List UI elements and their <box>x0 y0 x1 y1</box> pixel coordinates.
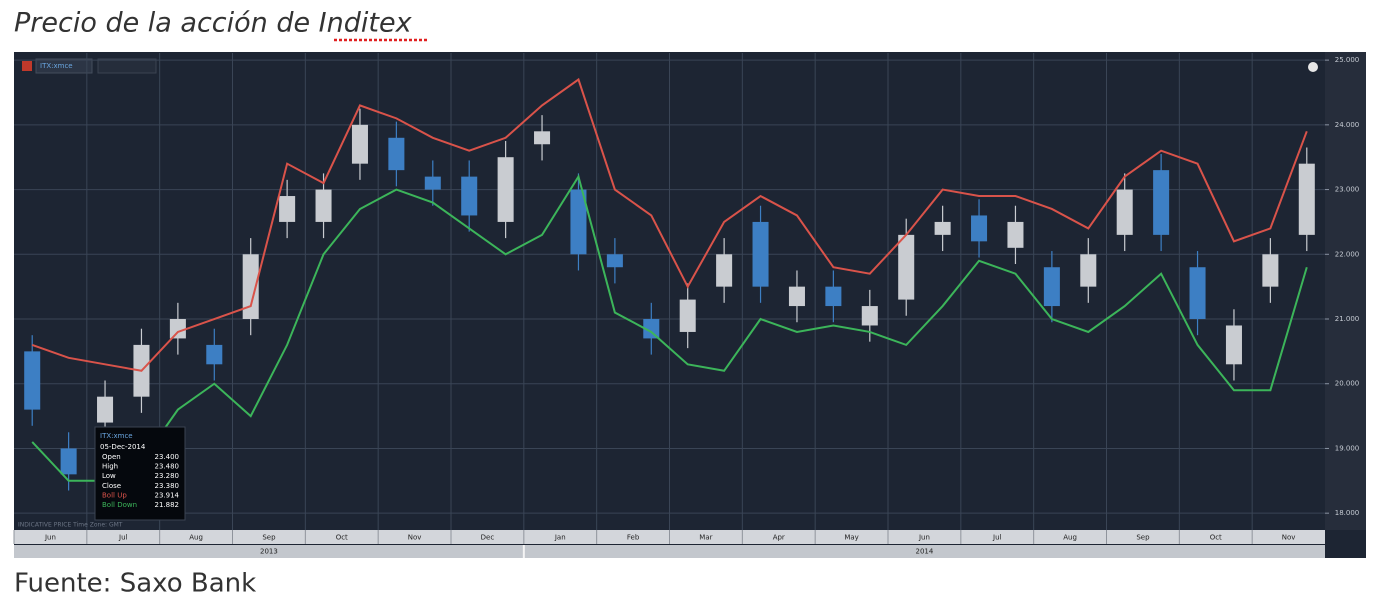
info-label: Low <box>102 472 116 480</box>
candle-body <box>825 286 842 307</box>
candle-body <box>643 319 660 339</box>
info-label: Close <box>102 482 121 490</box>
candle-body <box>461 176 478 216</box>
candle-body <box>898 234 915 300</box>
info-value: 23.480 <box>155 463 180 471</box>
candle-body <box>716 254 733 287</box>
toolbar-box[interactable] <box>97 58 157 74</box>
y-tick-label: 19.000 <box>1335 444 1360 452</box>
candle-body <box>206 344 223 365</box>
candle-body <box>861 306 878 326</box>
x-tick-label: Sep <box>262 534 276 542</box>
info-value: 23.914 <box>155 491 180 499</box>
y-tick-label: 24.000 <box>1335 121 1360 129</box>
x-tick-label: Jan <box>554 534 566 542</box>
settings-icon[interactable] <box>1308 62 1318 72</box>
bollinger-line <box>31 77 1308 372</box>
candle-body <box>971 215 988 242</box>
info-value: 23.400 <box>155 453 180 461</box>
y-tick-label: 23.000 <box>1335 186 1360 194</box>
candle-body <box>752 221 769 287</box>
candle-body <box>679 299 696 332</box>
x-tick-label: Nov <box>408 534 422 542</box>
info-value: 23.380 <box>155 482 180 490</box>
info-date: 05-Dec-2014 <box>100 443 146 451</box>
candle-body <box>1298 163 1315 235</box>
toolbar-icon[interactable] <box>22 61 32 71</box>
year-label: 2014 <box>916 548 934 556</box>
x-tick-label: Sep <box>1136 534 1150 542</box>
info-label: Boll Down <box>102 501 137 509</box>
x-tick-label: Mar <box>699 534 712 542</box>
candle-body <box>97 396 114 423</box>
bollinger-line <box>31 174 1308 482</box>
y-tick-label: 21.000 <box>1335 315 1360 323</box>
x-tick-label: Dec <box>481 534 495 542</box>
y-axis-panel <box>1325 52 1366 530</box>
candle-body <box>934 221 951 235</box>
title: Precio de la acción de Inditex <box>14 8 413 39</box>
info-value: 23.280 <box>155 472 180 480</box>
candle-body <box>534 131 551 145</box>
x-tick-label: Jul <box>118 534 128 542</box>
candle-body <box>1262 254 1279 287</box>
x-tick-label: Feb <box>627 534 640 542</box>
candle-body <box>169 319 186 339</box>
candle-body <box>1043 267 1060 307</box>
info-value: 21.882 <box>155 501 180 509</box>
candle-body <box>315 189 332 222</box>
candle-body <box>570 189 587 255</box>
x-tick-label: Oct <box>336 534 348 542</box>
candle-body <box>1116 189 1133 235</box>
candle-body <box>24 351 41 410</box>
candle-body <box>351 124 368 164</box>
year-label: 2013 <box>260 548 278 556</box>
candle-body <box>424 176 441 190</box>
x-tick-label: Aug <box>1063 534 1077 542</box>
source: Fuente: Saxo Bank <box>14 569 256 599</box>
x-tick-label: Apr <box>773 534 785 542</box>
y-tick-label: 22.000 <box>1335 250 1360 258</box>
candle-body <box>60 448 77 475</box>
y-tick-label: 20.000 <box>1335 380 1360 388</box>
y-tick-label: 25.000 <box>1335 56 1360 64</box>
candle-body <box>788 286 805 307</box>
candle-body <box>497 157 514 222</box>
x-tick-label: Jun <box>44 534 56 542</box>
info-label: Open <box>102 453 121 461</box>
footnote: INDICATIVE PRICE Time Zone: GMT <box>18 522 123 529</box>
candle-body <box>1080 254 1097 287</box>
info-label: High <box>102 463 118 471</box>
candle-body <box>1007 221 1024 248</box>
candle-body <box>1153 170 1170 235</box>
info-label: Boll Up <box>102 491 127 499</box>
x-tick-label: May <box>844 534 858 542</box>
x-tick-label: Aug <box>189 534 203 542</box>
x-tick-label: Nov <box>1282 534 1296 542</box>
candle-body <box>242 254 259 320</box>
info-ticker: ITX:xmce <box>100 432 133 440</box>
y-tick-label: 18.000 <box>1335 509 1360 517</box>
ticker: ITX:xmce <box>40 62 73 70</box>
year-axis <box>14 545 1325 558</box>
ticker-box[interactable] <box>35 58 93 74</box>
x-tick-label: Oct <box>1210 534 1222 542</box>
candle-body <box>1225 325 1242 365</box>
info-box <box>94 426 186 521</box>
candle-body <box>606 254 623 268</box>
candle-body <box>279 196 296 222</box>
x-tick-label: Jul <box>992 534 1002 542</box>
candle-body <box>1189 267 1206 320</box>
candle-body <box>388 137 405 171</box>
plot: 18.000 19.000 20.000 21.000 22.000 23.000 24.0… <box>13 53 1360 558</box>
x-tick-label: Jun <box>918 534 930 542</box>
